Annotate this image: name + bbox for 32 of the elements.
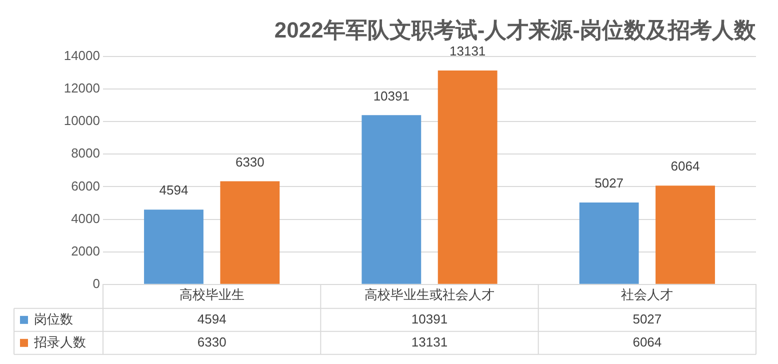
text: 4594 [197,311,226,326]
y-tick-label: 12000 [64,80,100,96]
x-tick-label: 高校毕业生或社会人才 [364,286,494,302]
legend-label: 岗位数 [34,311,73,326]
legend-label: 招录人数 [33,334,86,350]
y-tick-label: 2000 [71,243,100,258]
bar [438,70,498,284]
data-label: 5027 [594,176,624,191]
text: 10391 [411,311,448,326]
x-tick-label: 高校毕业生 [179,286,244,302]
bar [144,210,204,284]
text: 5027 [632,311,662,326]
y-tick-label: 8000 [71,146,100,161]
data-label: 6064 [670,158,700,174]
y-tick-label: 6000 [71,178,100,194]
data-label: 13131 [450,44,486,59]
data-label: 4594 [159,182,188,198]
x-tick-label: 社会人才 [621,286,674,302]
text: 6064 [632,334,662,350]
bar [579,202,639,284]
bar [656,186,715,284]
text: 13131 [411,334,448,350]
y-tick-label: 4000 [71,210,100,226]
bar [362,115,422,284]
data-label: 10391 [373,88,410,104]
bar [220,181,280,284]
data-label: 6330 [235,154,264,170]
y-tick-label: 14000 [64,48,100,63]
text: 6330 [197,334,226,350]
y-tick-label: 0 [92,276,100,291]
y-tick-label: 10000 [64,113,100,128]
chart-title: 2022年军队文职考试-人才来源-岗位数及招考人数 [274,17,757,42]
